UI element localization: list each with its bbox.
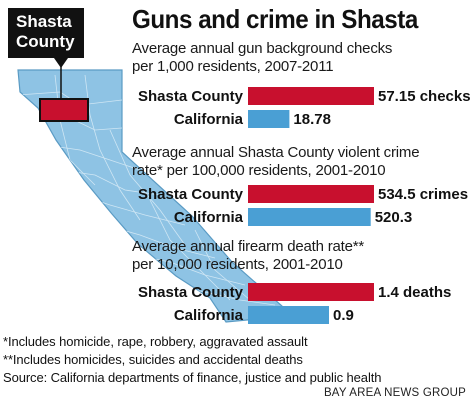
data-label: 1.4 deaths [378,284,451,301]
chart-1-title-line-1: Average annual gun background checks [132,40,393,57]
category-label: California [174,209,244,226]
data-label: 18.78 [293,111,331,128]
credit-line: BAY AREA NEWS GROUP [323,387,466,399]
chart-2-title-line-1: Average annual Shasta County violent cri… [132,144,420,161]
chart-1-title-line-2: per 1,000 residents, 2007-2011 [132,58,334,75]
page-title: Guns and crime in Shasta [132,4,418,34]
chart-3-title-line-1: Average annual firearm death rate** [132,238,365,255]
california-bar [248,208,371,226]
category-label: Shasta County [138,88,244,105]
chart-2-title-line-2: rate* per 100,000 residents, 2001-2010 [132,162,386,179]
category-label: Shasta County [138,186,244,203]
callout-tail [54,58,68,68]
source-note: Source: California departments of financ… [3,370,382,385]
california-bar [248,110,290,128]
shasta-bar [248,185,374,203]
chart-3-title: Average annual firearm death rate** per … [132,238,468,274]
category-label: Shasta County [138,284,244,301]
callout-line-1: Shasta [16,12,72,31]
category-label: California [174,307,244,324]
callout-line-2: County [16,32,75,51]
category-label: California [174,111,244,128]
footnote-firearm-death: **Includes homicides, suicides and accid… [3,352,303,367]
chart-3-title-line-2: per 10,000 residents, 2001-2010 [132,256,343,273]
data-label: 534.5 crimes [378,186,468,203]
shasta-bar [248,283,374,301]
footnotes: *Includes homicide, rape, robbery, aggra… [3,333,468,387]
shasta-bar [248,87,374,105]
california-bar [248,306,329,324]
california-shape [17,69,292,323]
data-label: 57.15 checks [378,88,471,105]
footnote-violent-crime: *Includes homicide, rape, robbery, aggra… [3,334,308,349]
shasta-county-highlight [39,98,89,122]
chart-1-title: Average annual gun background checks per… [132,40,468,76]
data-label: 520.3 [375,209,413,226]
chart-2-title: Average annual Shasta County violent cri… [132,144,468,180]
shasta-county-callout: Shasta County [8,8,84,58]
data-label: 0.9 [333,307,354,324]
